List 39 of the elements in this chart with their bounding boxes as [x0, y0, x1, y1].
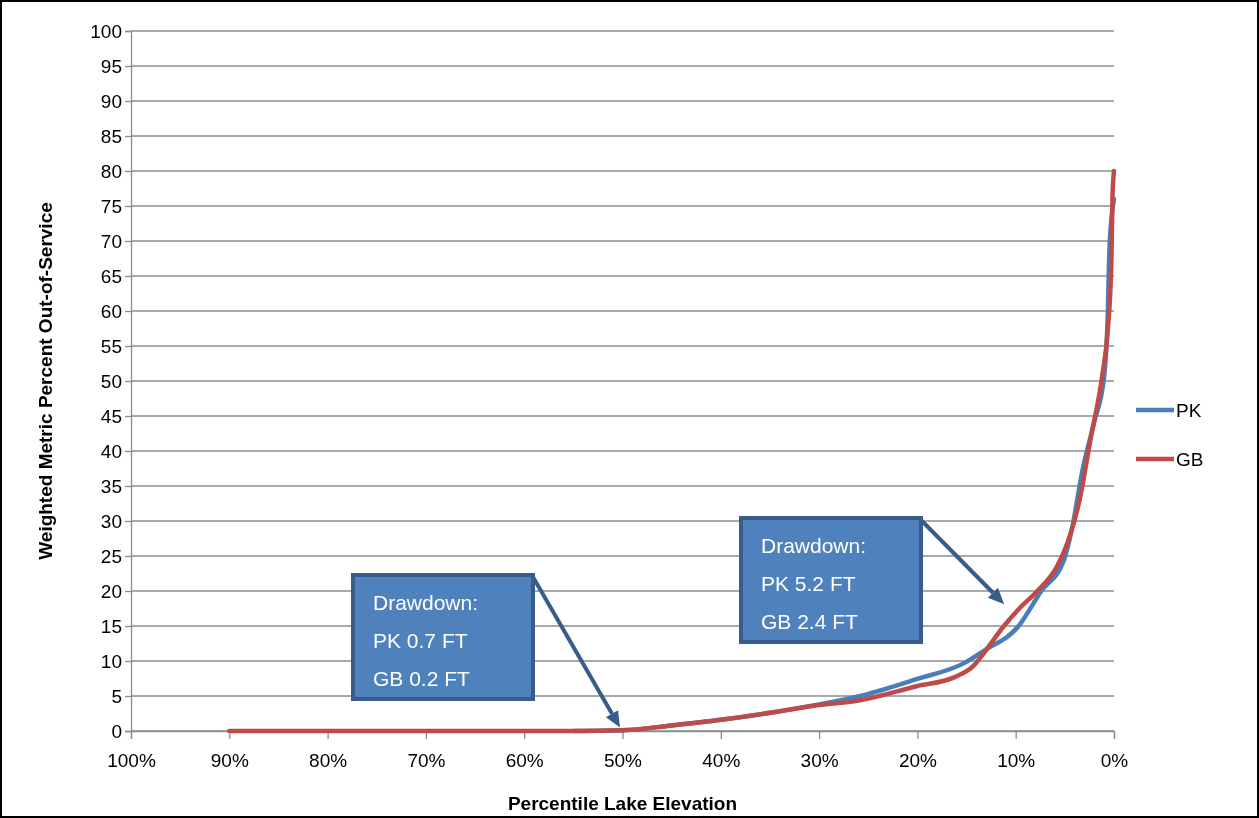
y-tick-label: 40: [100, 440, 122, 462]
y-tick-label: 35: [100, 475, 122, 497]
x-tick-label: 90%: [210, 749, 249, 771]
y-tick-label: 55: [100, 335, 122, 357]
y-tick-label: 25: [100, 545, 122, 567]
legend-label: GB: [1176, 448, 1204, 470]
x-tick-label: 50%: [603, 749, 643, 771]
x-tick-label: 0%: [1100, 749, 1129, 771]
y-tick-label: 20: [100, 580, 122, 602]
x-tick-label: 60%: [505, 749, 544, 771]
y-tick-label: 90: [100, 90, 122, 112]
x-tick-label: 40%: [702, 749, 741, 771]
y-tick-label: 60: [100, 300, 122, 322]
annotation: Drawdown: PK 0.7 FT GB 0.2 FT: [373, 591, 479, 690]
x-tick-label: 100%: [107, 749, 156, 771]
annotation: Drawdown: PK 5.2 FT GB 2.4 FT: [761, 534, 867, 633]
x-tick-label: 70%: [407, 749, 446, 771]
y-tick-label: 30: [100, 510, 122, 532]
legend-label: PK: [1176, 399, 1202, 421]
y-tick-label: 85: [100, 125, 122, 147]
y-tick-label: 80: [100, 160, 122, 182]
y-tick-label: 70: [100, 230, 122, 252]
y-tick-label: 95: [100, 55, 122, 77]
y-tick-label: 15: [100, 615, 122, 637]
y-tick-label: 45: [100, 405, 122, 427]
line-series: [227, 168, 1117, 734]
y-tick-label: 0: [111, 720, 122, 742]
y-tick-label: 65: [100, 265, 122, 287]
x-tick-label: 30%: [800, 749, 839, 771]
x-tick-label: 10%: [997, 749, 1036, 771]
y-tick-label: 5: [111, 685, 122, 707]
y-axis-title: Weighted Metric Percent Out-of-Service: [35, 202, 56, 560]
y-tick-label: 10: [100, 650, 122, 672]
y-tick-label: 100: [90, 20, 122, 42]
y-tick-label: 50: [100, 370, 122, 392]
y-tick-label: 75: [100, 195, 122, 217]
x-axis-title: Percentile Lake Elevation: [507, 793, 738, 814]
x-tick-label: 80%: [309, 749, 348, 771]
x-tick-label: 20%: [898, 749, 938, 771]
